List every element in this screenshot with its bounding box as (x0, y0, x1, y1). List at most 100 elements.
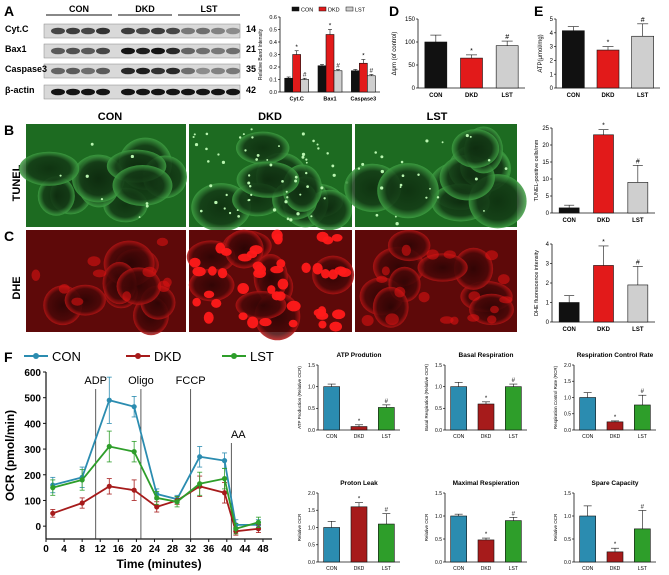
dhe-nucleus (259, 318, 272, 327)
blot-band (181, 88, 195, 96)
y-tick-label: 20 (542, 143, 549, 149)
bar (359, 62, 368, 93)
x-tick-label: 20 (131, 544, 143, 555)
tunel-tubule (451, 129, 500, 168)
dhe-nucleus (288, 319, 298, 328)
y-tick-label: 1.0 (435, 514, 442, 520)
data-point (106, 397, 112, 403)
x-tick-label: LST (637, 93, 649, 99)
dhe-nucleus (276, 259, 286, 268)
panel-letter-d: D (389, 3, 399, 19)
y-tick-label: 15 (542, 160, 549, 166)
dhe-nucleus (271, 229, 283, 242)
bar (460, 57, 483, 89)
dhe-nucleus (418, 291, 430, 303)
tunel-dot (269, 163, 273, 167)
y-axis-label: Relative OCR (297, 513, 302, 541)
blot-group-label-con: CON (69, 4, 89, 14)
tunel-dot (361, 162, 365, 166)
tunel-dot (193, 133, 196, 136)
tunel-dot (85, 174, 89, 178)
y-tick-label: 1.5 (435, 491, 442, 497)
significance-marker: # (370, 68, 374, 75)
x-tick-label: Cyt.C (289, 97, 303, 103)
y-axis-label: ATP Production (Relative OCR) (297, 366, 302, 429)
tunel-dot (301, 132, 305, 136)
chart-D: 0 50 100 150 Δψm (of control) CON * DKD # LST (392, 17, 525, 99)
bar (558, 207, 580, 214)
dhe-nucleus (238, 312, 248, 321)
y-tick-label: 1.5 (435, 363, 442, 369)
blot-band (181, 67, 195, 75)
dhe-nucleus (189, 257, 201, 268)
chart-F-basal: 0.0 0.5 1.0 1.5 Basal Respiration (Relative … (424, 352, 527, 440)
y-tick-label: 0 (546, 320, 550, 326)
tunel-dot (90, 142, 94, 146)
blot-band (136, 67, 150, 75)
injection-label: AA (231, 429, 246, 441)
tunel-dot (296, 212, 300, 216)
bar (579, 397, 596, 431)
legend-label: CON (301, 8, 313, 14)
dhe-nucleus (450, 316, 459, 325)
x-tick-label: LST (501, 93, 513, 99)
x-tick-label: CON (562, 327, 575, 333)
x-tick-label: DKD (354, 566, 365, 572)
tunel-dot (250, 193, 253, 196)
significance-marker: # (385, 399, 389, 405)
significance-marker: # (636, 158, 640, 165)
tunel-dot (256, 153, 260, 157)
tunel-dot (400, 160, 404, 164)
tunel-dot (465, 133, 469, 138)
legend-marker (231, 353, 237, 359)
y-tick-label: 1 (546, 301, 550, 307)
y-axis-label: Δψm (of control) (392, 32, 398, 76)
tunel-dot (436, 196, 440, 199)
blot-band (81, 67, 95, 75)
bar (505, 520, 522, 563)
tunel-tubule (236, 161, 300, 198)
y-tick-label: 1.0 (564, 514, 571, 520)
blot-band (121, 67, 135, 75)
significance-marker: * (602, 123, 605, 130)
significance-marker: # (336, 63, 340, 70)
panel-letter-e: E (534, 3, 543, 19)
significance-marker: * (485, 396, 488, 402)
dhe-nucleus (490, 305, 499, 314)
blot-band (96, 88, 110, 96)
blot-band (166, 67, 180, 75)
tunel-dot (221, 160, 226, 164)
blot-group-label-dkd: DKD (135, 4, 155, 14)
x-tick-label: CON (582, 434, 594, 440)
blot-band (196, 47, 210, 55)
chart-title: Proton Leak (340, 480, 378, 487)
significance-marker: * (602, 239, 605, 246)
tunel-dot (425, 139, 429, 143)
x-tick-label: 44 (239, 544, 251, 555)
bar (631, 35, 654, 89)
micrograph-row-label-dhe: DHE (11, 276, 23, 299)
tunel-tubule (377, 163, 439, 219)
y-axis-label: Respiration Control Rate (RCR) (553, 365, 558, 429)
x-tick-label: LST (632, 218, 644, 224)
bar (317, 65, 327, 93)
data-point (131, 487, 137, 493)
x-tick-label: CON (567, 93, 580, 99)
dhe-nucleus (316, 231, 329, 243)
tunel-dot (316, 143, 319, 146)
bar (333, 70, 343, 93)
y-axis-label: Relative OCR (424, 513, 429, 541)
blot-band (196, 88, 210, 96)
bar (325, 34, 335, 93)
tunel-dot (242, 133, 245, 136)
x-tick-label: 32 (185, 544, 197, 555)
dhe-nucleus (237, 282, 250, 295)
blot-band (166, 47, 180, 55)
dhe-nucleus (332, 309, 346, 320)
y-tick-label: 0.3 (269, 52, 277, 58)
panel-letter-a: A (4, 3, 14, 19)
blot-band (121, 88, 135, 96)
data-point (79, 477, 85, 483)
y-tick-label: 4 (550, 31, 554, 37)
y-axis-label: Relative Band Intensity (258, 28, 264, 80)
